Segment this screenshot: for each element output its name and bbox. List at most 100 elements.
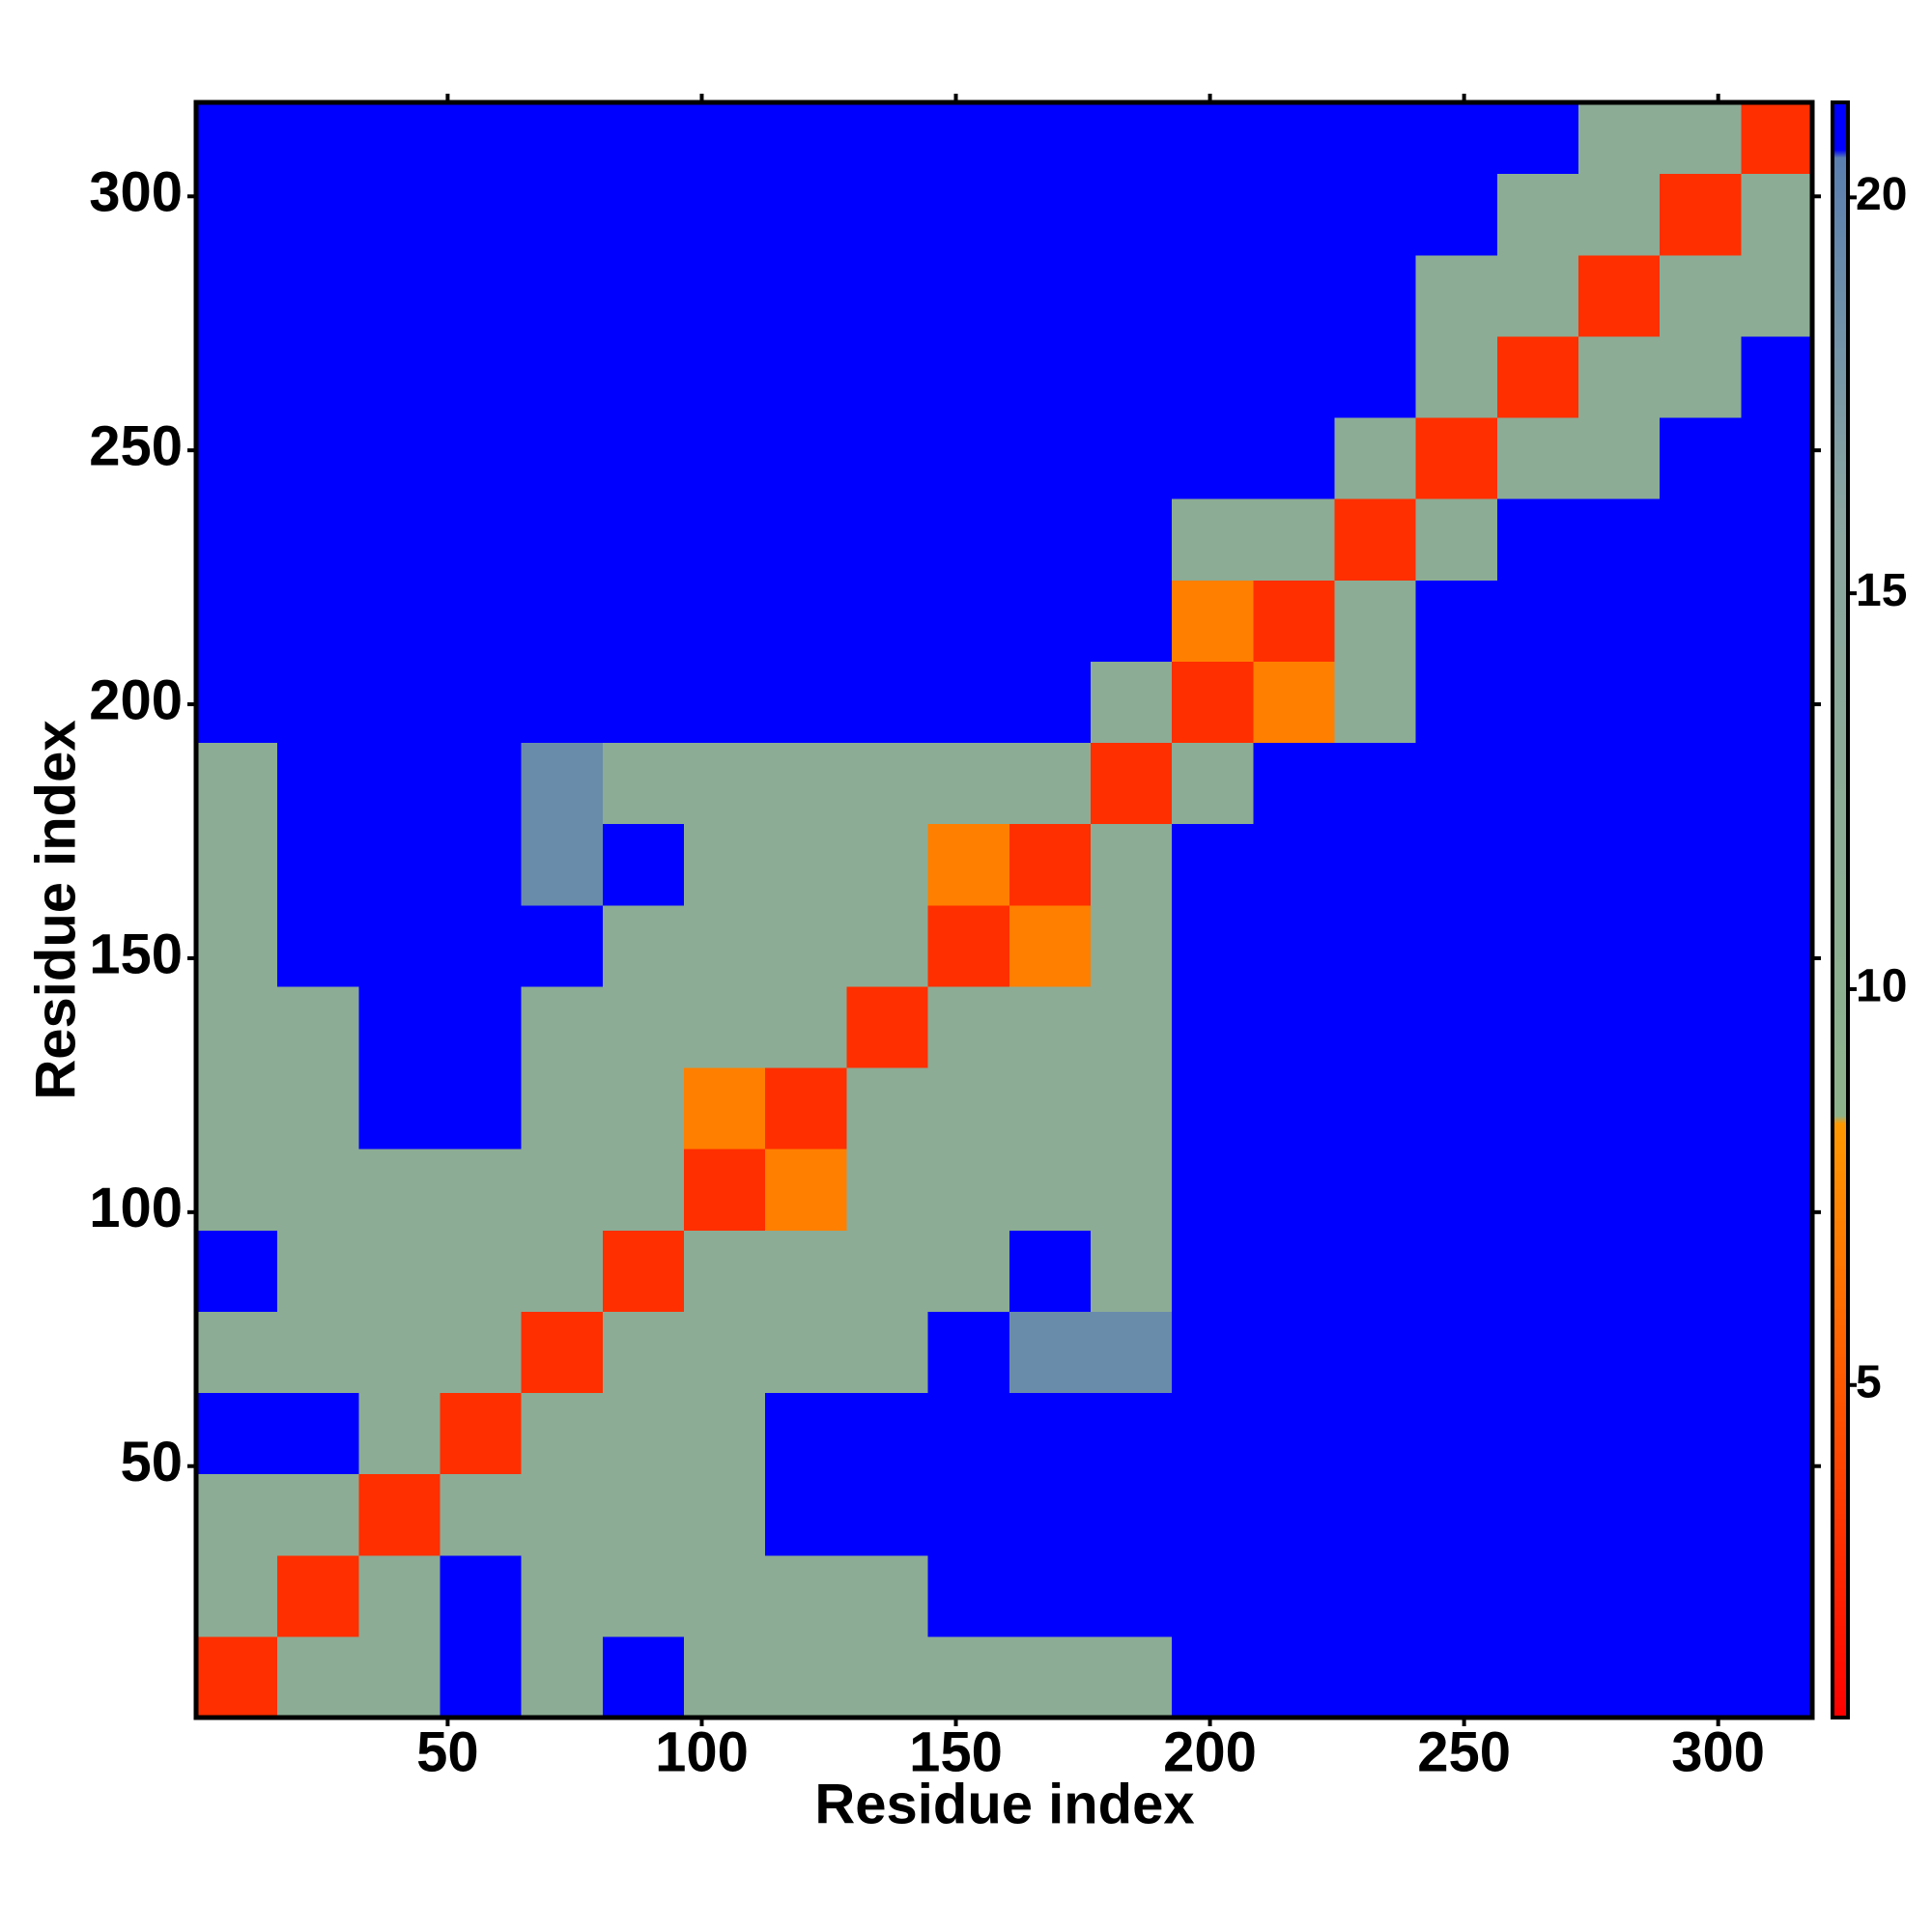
heatmap-cell [1172, 742, 1254, 825]
heatmap-cell [1660, 580, 1742, 662]
heatmap-cell [1090, 661, 1173, 744]
heatmap-cell [1090, 823, 1173, 906]
heatmap-cell [440, 985, 523, 1068]
heatmap-cell [1334, 416, 1417, 499]
heatmap-cell [1172, 102, 1254, 175]
heatmap-cell [1741, 1230, 1813, 1312]
heatmap-cell [1334, 1635, 1417, 1719]
heatmap-cell [521, 173, 604, 256]
heatmap-cell [196, 742, 278, 825]
heatmap-cell [1334, 580, 1417, 662]
heatmap-cell [1334, 661, 1417, 744]
heatmap-cell [602, 335, 685, 418]
colorbar-tick-label: 10 [1856, 961, 1907, 1012]
heatmap-cell [358, 904, 441, 987]
heatmap-cell [196, 904, 278, 987]
heatmap-cell [1172, 1635, 1254, 1719]
heatmap-cell [277, 1635, 359, 1719]
heatmap-cell [440, 254, 523, 337]
heatmap-cell [602, 1066, 685, 1150]
heatmap-cell [358, 1066, 441, 1150]
heatmap-cell [1172, 1066, 1254, 1150]
heatmap-cell [358, 1392, 441, 1475]
heatmap-cell [277, 102, 359, 175]
heatmap-cell [602, 498, 685, 581]
heatmap-cell [521, 102, 604, 175]
heatmap-cell [1496, 102, 1579, 175]
heatmap-cell [927, 985, 1010, 1068]
heatmap-cell [1009, 335, 1092, 418]
heatmap-cell [1009, 1554, 1092, 1637]
heatmap-cell [1253, 1230, 1336, 1312]
heatmap-cell [1577, 1473, 1661, 1556]
heatmap-cell [846, 173, 929, 256]
heatmap-cell [1496, 254, 1579, 337]
heatmap-cell [684, 1554, 766, 1637]
heatmap-cell [1741, 904, 1813, 987]
heatmap-cell [1415, 1392, 1498, 1475]
heatmap-cell [1741, 416, 1813, 499]
heatmap-cell [1090, 1311, 1173, 1394]
heatmap-cell [1090, 254, 1173, 337]
heatmap-cell [1496, 985, 1579, 1068]
heatmap-cell [684, 1066, 766, 1150]
heatmap-cell [1741, 1392, 1813, 1475]
heatmap-cell [440, 742, 523, 825]
heatmap-cell [1090, 742, 1173, 825]
colorbar [1831, 100, 1850, 1719]
heatmap-cell [1090, 1066, 1173, 1150]
heatmap-cell [1172, 173, 1254, 256]
heatmap-cell [1660, 102, 1742, 175]
heatmap-cell [1253, 904, 1336, 987]
heatmap-cell [196, 102, 278, 175]
heatmap-cell [1741, 661, 1813, 744]
heatmap-cell [1741, 742, 1813, 825]
heatmap-cell [1253, 102, 1336, 175]
heatmap-cell [196, 416, 278, 499]
heatmap-cell [1334, 254, 1417, 337]
heatmap-cell [1090, 1473, 1173, 1556]
heatmap-cell [358, 1230, 441, 1312]
heatmap-cell [358, 1473, 441, 1556]
heatmap-cell [602, 985, 685, 1068]
heatmap-cell [1334, 1149, 1417, 1231]
heatmap-cell [196, 985, 278, 1068]
heatmap-cell [846, 823, 929, 906]
heatmap-cell [1496, 335, 1579, 418]
heatmap-cell [521, 1392, 604, 1475]
heatmap-cell [602, 742, 685, 825]
heatmap-cell [1577, 1635, 1661, 1719]
heatmap-cell [1660, 416, 1742, 499]
heatmap-cell [1415, 1635, 1498, 1719]
heatmap-cell [765, 742, 848, 825]
heatmap-cell [927, 1392, 1010, 1475]
heatmap-cell [846, 416, 929, 499]
heatmap-cell [277, 1230, 359, 1312]
heatmap-cell [1577, 1149, 1661, 1231]
heatmap-cell [1741, 254, 1813, 337]
heatmap-cell [1660, 1149, 1742, 1231]
heatmap-cell [1496, 904, 1579, 987]
heatmap-cell [196, 1635, 278, 1719]
heatmap-cell [1577, 254, 1661, 337]
heatmap-cell [1009, 985, 1092, 1068]
heatmap-cell [521, 254, 604, 337]
heatmap-cell [358, 985, 441, 1068]
heatmap-cell [277, 1473, 359, 1556]
heatmap-cell [684, 1149, 766, 1231]
heatmap-cell [1172, 1311, 1254, 1394]
heatmap-cell [277, 904, 359, 987]
heatmap-cell [927, 1473, 1010, 1556]
heatmap-cell [1577, 102, 1661, 175]
heatmap-cell [440, 1473, 523, 1556]
heatmap-cell [1172, 416, 1254, 499]
heatmap-cell [846, 580, 929, 662]
heatmap-cell [1253, 498, 1336, 581]
heatmap-cell [1577, 661, 1661, 744]
heatmap-cell [602, 254, 685, 337]
heatmap-cell [1253, 742, 1336, 825]
heatmap-cell [1577, 985, 1661, 1068]
heatmap-cell [358, 1635, 441, 1719]
heatmap-cell [1660, 1635, 1742, 1719]
heatmap-cell [1415, 661, 1498, 744]
